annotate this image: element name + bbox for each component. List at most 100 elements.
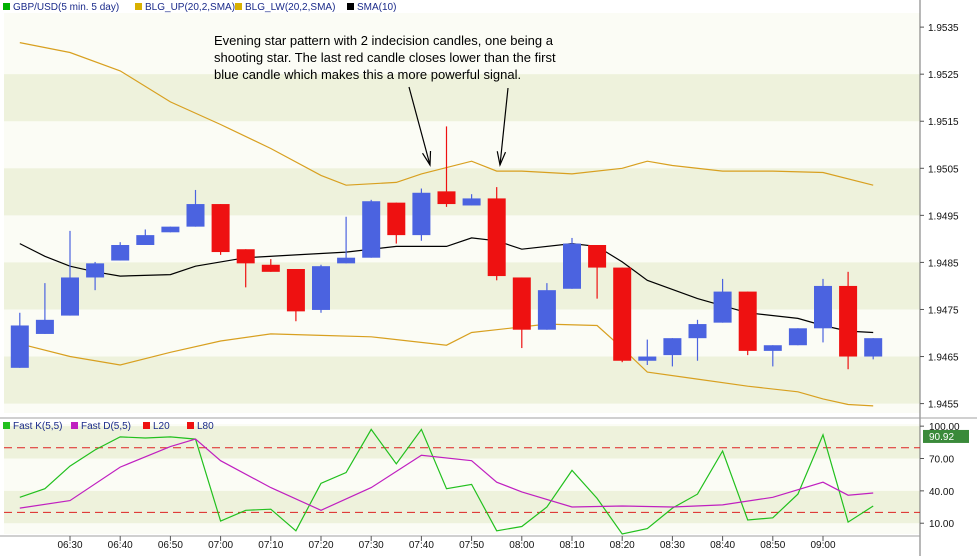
candle-body	[588, 245, 607, 268]
time-tick-label: 08:50	[760, 540, 785, 551]
candle-body	[387, 202, 406, 236]
candle	[738, 291, 757, 356]
stochastic-tick-label: 40.00	[929, 487, 954, 498]
candle	[161, 226, 180, 233]
price-band	[4, 168, 920, 216]
candle	[61, 230, 79, 316]
candle	[839, 271, 858, 370]
candle-body	[713, 291, 732, 323]
candle	[286, 269, 305, 322]
price-tick-label: 1.9505	[928, 164, 959, 175]
legend-label: L20	[153, 421, 170, 432]
price-tick-label: 1.9535	[928, 23, 959, 34]
candle-body	[286, 269, 305, 312]
price-band	[4, 74, 920, 122]
time-tick-label: 06:30	[57, 540, 82, 551]
candle	[437, 126, 456, 207]
time-tick-label: 07:10	[258, 540, 283, 551]
last-value-text: 90.92	[929, 432, 954, 443]
legend-label: SMA(10)	[357, 2, 396, 13]
last-value-badge: 90.92	[923, 429, 969, 443]
legend-label: Fast D(5,5)	[81, 421, 131, 432]
candle-body	[688, 324, 707, 339]
candle	[10, 312, 29, 368]
time-tick-label: 08:20	[610, 540, 635, 551]
time-tick-label: 08:40	[710, 540, 735, 551]
stochastic-legend: Fast K(5,5) Fast D(5,5) L20 L80	[3, 421, 214, 432]
time-tick-label: 06:50	[158, 540, 183, 551]
legend-swatch	[187, 422, 194, 429]
price-tick-label: 1.9495	[928, 211, 959, 222]
annotation-line: Evening star pattern with 2 indecision c…	[214, 33, 554, 48]
candle	[487, 187, 506, 281]
candle-body	[663, 338, 682, 356]
candle-body	[839, 285, 858, 357]
candle-body	[261, 264, 280, 272]
candle	[788, 328, 807, 346]
candle	[814, 278, 832, 343]
candle	[588, 245, 607, 299]
candle-body	[61, 277, 79, 316]
candle	[613, 267, 632, 363]
candle-body	[864, 338, 883, 357]
candle	[136, 229, 155, 245]
candle	[563, 237, 581, 289]
stochastic-band	[4, 426, 920, 459]
price-axis-ticks: 1.9535 1.9525 1.9515 1.9505 1.9495 1.9485 1.94…	[920, 23, 959, 411]
candle	[312, 264, 330, 313]
legend-swatch	[143, 422, 150, 429]
candle-body	[136, 235, 155, 245]
arrow-shaft	[408, 86, 431, 166]
candle-body	[512, 277, 531, 330]
arrow-shaft	[499, 87, 509, 166]
bollinger-upper-line	[19, 42, 874, 186]
price-tick-label: 1.9525	[928, 70, 959, 81]
candle-body	[35, 319, 54, 334]
candle-body	[161, 226, 180, 233]
candlesticks	[10, 126, 883, 370]
stochastic-axis-ticks: 100.00 70.00 40.00 10.00	[920, 422, 960, 530]
candle	[412, 188, 431, 241]
candle-body	[412, 192, 431, 236]
legend-swatch	[235, 3, 242, 10]
fast-d-line	[19, 438, 874, 511]
time-tick-label: 07:50	[459, 540, 484, 551]
price-tick-label: 1.9475	[928, 305, 959, 316]
stochastic-tick-label: 100.00	[929, 422, 960, 433]
legend-swatch	[347, 3, 354, 10]
time-tick-label: 08:30	[660, 540, 685, 551]
time-tick-label: 07:00	[208, 540, 233, 551]
candle	[111, 242, 130, 261]
legend-label: BLG_LW(20,2,SMA)	[245, 2, 335, 13]
time-tick-label: 07:20	[308, 540, 333, 551]
time-tick-label: 08:00	[509, 540, 534, 551]
time-axis-ticks: 06:30 06:40 06:50 07:00 07:10 07:20 07:30 07:40…	[57, 536, 836, 551]
price-band	[4, 262, 920, 310]
arrow-icon	[408, 86, 432, 167]
price-tick-label: 1.9465	[928, 353, 959, 364]
candle-body	[186, 204, 205, 227]
candle-body	[487, 198, 506, 277]
time-tick-label: 07:30	[359, 540, 384, 551]
candle-body	[10, 325, 29, 368]
candle-body	[638, 356, 657, 361]
candle-body	[814, 285, 832, 329]
stochastic-band	[4, 490, 920, 524]
stochastic-panel-bands	[4, 424, 920, 534]
arrow-head	[496, 151, 507, 168]
legend-swatch	[3, 3, 10, 10]
candle	[688, 319, 707, 361]
candle-body	[613, 267, 632, 361]
bollinger-bands	[19, 42, 874, 407]
annotation: Evening star pattern with 2 indecision c…	[214, 33, 556, 82]
price-band	[4, 356, 920, 404]
candle	[638, 339, 657, 365]
candle	[462, 194, 481, 206]
candle-body	[738, 291, 757, 351]
candle	[387, 202, 406, 244]
price-panel-bands	[4, 13, 920, 413]
time-tick-label: 09:00	[810, 540, 835, 551]
